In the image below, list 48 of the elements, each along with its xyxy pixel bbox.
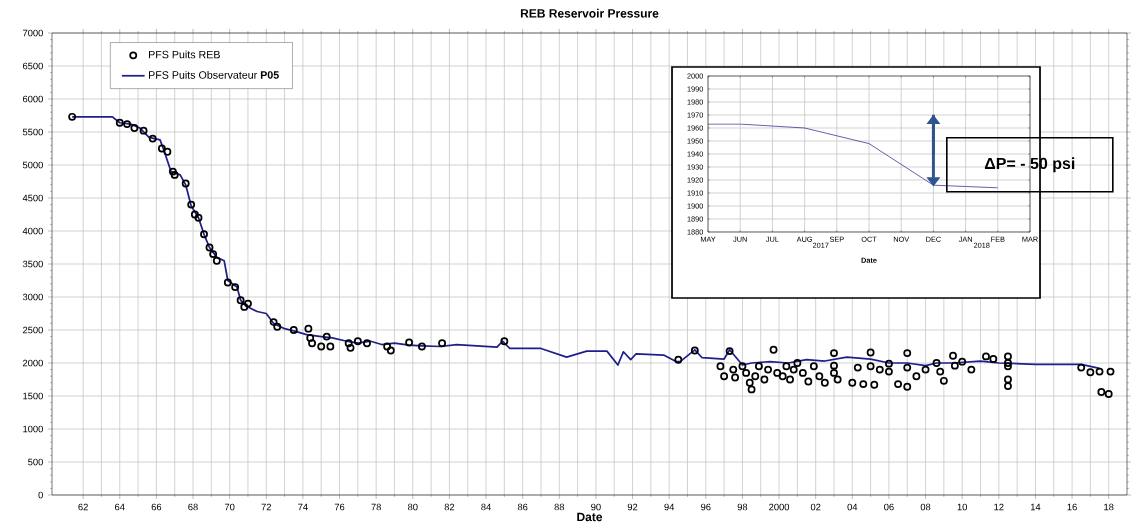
x-tick-label: 14 <box>1030 503 1041 511</box>
y-tick-label: 1000 <box>23 425 43 433</box>
x-tick-label: 62 <box>78 503 88 511</box>
x-tick-label: 2000 <box>769 503 790 511</box>
x-tick-label: 94 <box>664 503 675 511</box>
x-tick-label: 76 <box>334 503 345 511</box>
y-tick-label: 500 <box>28 458 43 466</box>
x-tick-label: 98 <box>737 503 748 511</box>
x-tick-label: 70 <box>224 503 235 511</box>
x-tick-label: 82 <box>444 503 455 511</box>
chart-title: REB Reservoir Pressure <box>520 8 659 18</box>
x-tick-label: 08 <box>920 503 931 511</box>
x-axis-title: Date <box>577 512 603 522</box>
y-tick-label: 6000 <box>23 95 43 103</box>
x-tick-label: 78 <box>371 503 381 511</box>
x-tick-label: 92 <box>627 503 638 511</box>
y-tick-label: 0 <box>38 491 43 499</box>
x-tick-label: 88 <box>554 503 565 511</box>
x-tick-label: 74 <box>298 503 308 511</box>
y-tick-label: 2000 <box>22 359 43 367</box>
x-tick-label: 86 <box>517 503 528 511</box>
x-tick-label: 90 <box>591 503 601 511</box>
y-tick-label: 1500 <box>23 392 43 400</box>
x-tick-label: 06 <box>884 503 894 511</box>
y-tick-label: 4500 <box>22 194 43 202</box>
x-tick-label: 66 <box>151 503 162 511</box>
y-tick-label: 2500 <box>22 326 43 334</box>
x-tick-label: 10 <box>957 503 968 511</box>
x-tick-label: 18 <box>1104 503 1114 511</box>
y-tick-label: 7000 <box>23 29 43 37</box>
legend-label: PFS Puits Observateur P05 <box>149 70 279 79</box>
y-tick-label: 6500 <box>23 62 43 70</box>
y-tick-label: 5500 <box>22 128 43 136</box>
x-tick-label: 68 <box>188 503 198 511</box>
y-tick-label: 4000 <box>22 227 43 235</box>
legend-label: PFS Puits REB <box>149 50 220 59</box>
y-tick-label: 5000 <box>22 161 43 169</box>
x-tick-label: 12 <box>994 503 1004 511</box>
y-tick-label: 3000 <box>22 293 43 301</box>
x-tick-label: 84 <box>481 503 491 511</box>
x-tick-label: 72 <box>261 503 271 511</box>
x-tick-label: 16 <box>1067 503 1077 511</box>
x-tick-label: 04 <box>847 503 858 511</box>
y-tick-label: 3500 <box>22 260 43 268</box>
x-tick-label: 96 <box>701 503 711 511</box>
x-tick-label: 02 <box>810 503 821 511</box>
x-tick-label: 64 <box>115 503 125 511</box>
x-tick-label: 80 <box>407 503 418 511</box>
